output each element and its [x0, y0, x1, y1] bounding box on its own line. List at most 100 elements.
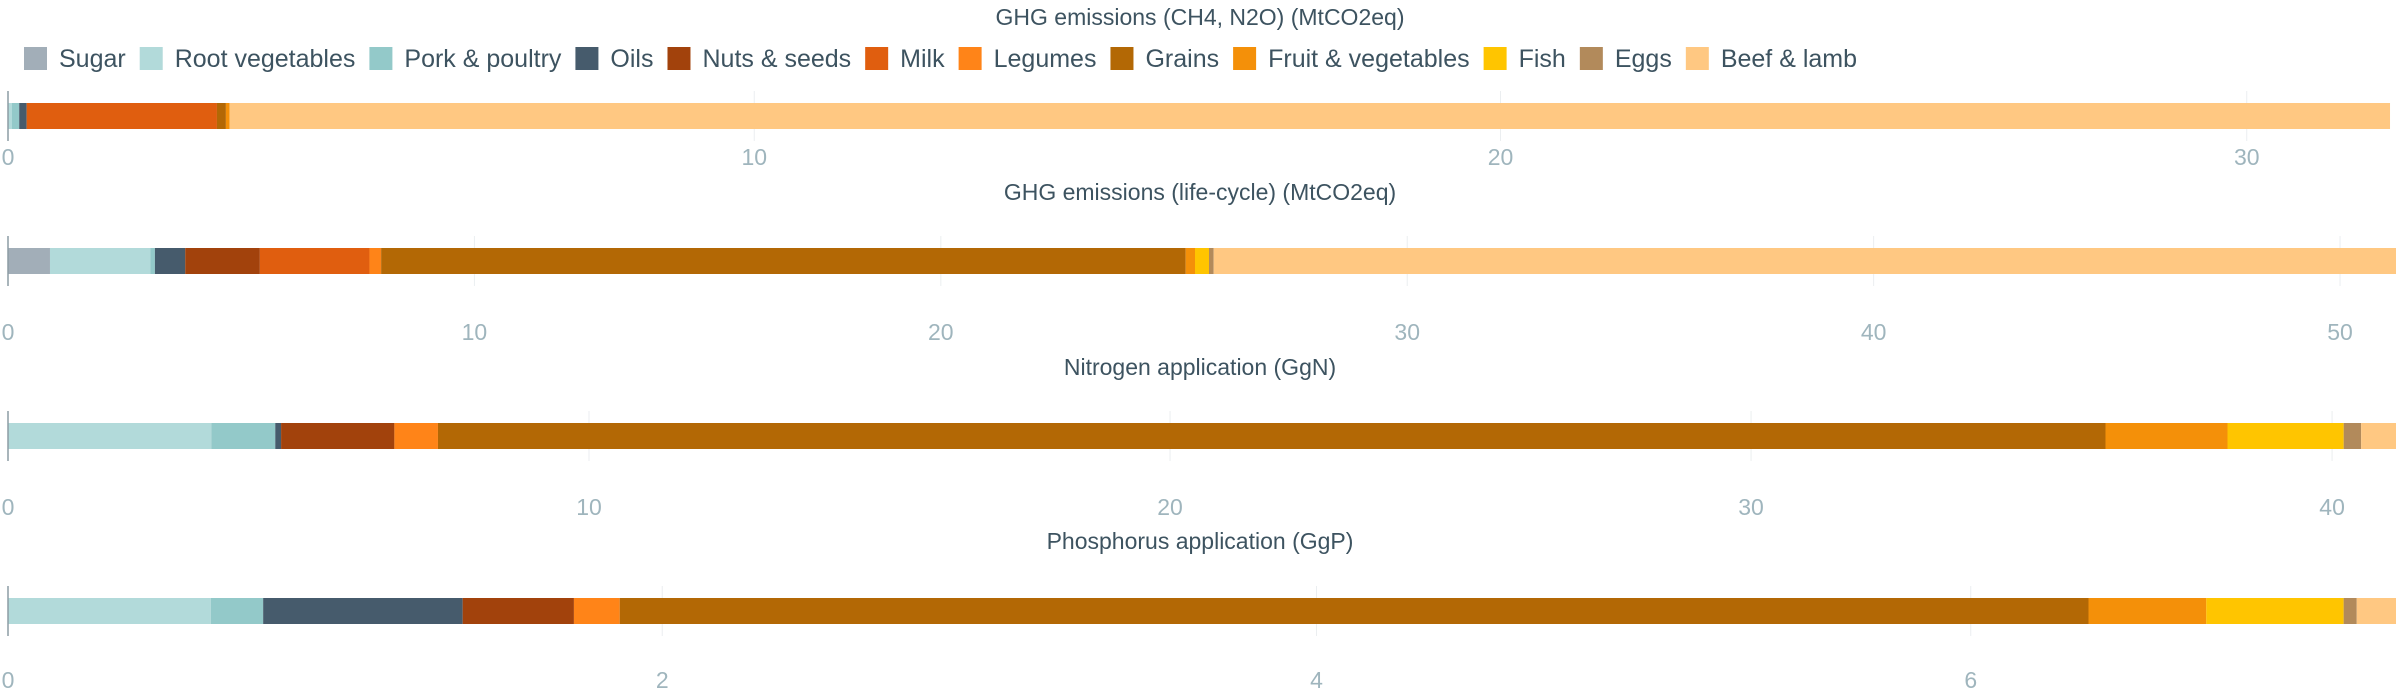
legend-label: Beef & lamb	[1721, 45, 1857, 73]
bar-segment-pork-and-poultry[interactable]	[210, 598, 264, 624]
legend-swatch	[1483, 47, 1507, 70]
bar-segment-fish[interactable]	[1195, 248, 1209, 274]
legend-swatch	[865, 47, 889, 70]
x-tick-label: 30	[1738, 494, 1764, 520]
bar-segment-nuts-and-seeds[interactable]	[462, 598, 574, 624]
bar-segment-fruit-and-vegetables[interactable]	[2088, 598, 2207, 624]
legend-item-sugar[interactable]: Sugar	[24, 45, 126, 73]
legend-swatch	[575, 47, 599, 70]
legend-label: Root vegetables	[175, 45, 356, 73]
bar-segment-eggs[interactable]	[2343, 598, 2357, 624]
legend-swatch	[1110, 47, 1134, 70]
legend-item-oils[interactable]: Oils	[575, 45, 653, 73]
chart-title: Nitrogen application (GgN)	[1064, 354, 1336, 380]
bar-segment-pork-and-poultry[interactable]	[150, 248, 155, 274]
legend-label: Legumes	[994, 45, 1097, 73]
bar-segment-root-vegetables[interactable]	[8, 598, 211, 624]
bar-segment-grains[interactable]	[619, 598, 2089, 624]
x-tick-label: 20	[1488, 144, 1514, 170]
x-tick-label: 20	[928, 319, 954, 345]
bar-segment-nuts-and-seeds[interactable]	[281, 423, 395, 449]
bar-segment-eggs[interactable]	[1208, 248, 1214, 274]
bar-segment-pork-and-poultry[interactable]	[11, 103, 20, 129]
legend: Sugar Root vegetables Pork & poultry Oils Nu…	[24, 45, 1857, 73]
chart-title: GHG emissions (CH4, N2O) (MtCO2eq)	[996, 4, 1405, 30]
bar-segment-oils[interactable]	[275, 423, 282, 449]
bar-segment-oils[interactable]	[263, 598, 463, 624]
bar-segment-fruit-and-vegetables[interactable]	[225, 103, 230, 129]
bar-segment-beef-and-lamb[interactable]	[1213, 248, 2396, 274]
chart-panel-1: GHG emissions (CH4, N2O) (MtCO2eq) 0 10 20 3…	[2, 4, 2391, 170]
legend-swatch	[369, 47, 393, 70]
chart-panel-2: GHG emissions (life-cycle) (MtCO2eq) 0 10 2…	[2, 179, 2396, 345]
bar-segment-root-vegetables[interactable]	[8, 423, 212, 449]
bar-segment-grains[interactable]	[437, 423, 2106, 449]
bar-segment-oils[interactable]	[19, 103, 27, 129]
bar-segment-sugar[interactable]	[8, 248, 50, 274]
x-tick-label: 10	[576, 494, 602, 520]
x-tick-label: 30	[1394, 319, 1420, 345]
x-tick-label: 40	[2319, 494, 2345, 520]
chart-panel-3: Nitrogen application (GgN) 0 10 20 30 40	[2, 354, 2396, 520]
x-tick-label: 2	[656, 667, 669, 693]
legend-label: Eggs	[1615, 45, 1672, 73]
bar-segment-fish[interactable]	[2227, 423, 2344, 449]
legend-swatch	[139, 47, 163, 70]
legend-swatch	[667, 47, 691, 70]
bar-segment-oils[interactable]	[154, 248, 186, 274]
legend-item-milk[interactable]: Milk	[865, 45, 945, 73]
bar-segment-grains[interactable]	[381, 248, 1186, 274]
bar-segment-fruit-and-vegetables[interactable]	[1185, 248, 1196, 274]
bar-segment-milk[interactable]	[259, 248, 370, 274]
chart-title: Phosphorus application (GgP)	[1047, 528, 1354, 554]
x-tick-label: 0	[2, 144, 15, 170]
bar-segment-legumes[interactable]	[394, 423, 438, 449]
legend-label: Nuts & seeds	[702, 45, 851, 73]
x-tick-label: 20	[1157, 494, 1183, 520]
bar-segment-legumes[interactable]	[369, 248, 382, 274]
bar-segment-beef-and-lamb[interactable]	[2356, 598, 2396, 624]
legend-item-fruit-and-vegetables[interactable]: Fruit & vegetables	[1233, 45, 1470, 73]
bar-segment-fruit-and-vegetables[interactable]	[2105, 423, 2228, 449]
legend-label: Fruit & vegetables	[1268, 45, 1470, 73]
bar-segment-pork-and-poultry[interactable]	[211, 423, 276, 449]
bar-segment-milk[interactable]	[26, 103, 217, 129]
x-tick-label: 4	[1310, 667, 1323, 693]
legend-label: Fish	[1519, 45, 1566, 73]
x-tick-label: 40	[1861, 319, 1887, 345]
chart-title: GHG emissions (life-cycle) (MtCO2eq)	[1004, 179, 1396, 205]
legend-item-eggs[interactable]: Eggs	[1579, 45, 1672, 73]
legend-label: Milk	[900, 45, 945, 73]
bar-segment-beef-and-lamb[interactable]	[229, 103, 2391, 129]
x-tick-label: 30	[2234, 144, 2260, 170]
x-tick-label: 6	[1964, 667, 1977, 693]
legend-swatch	[1579, 47, 1603, 70]
legend-item-nuts-and-seeds[interactable]: Nuts & seeds	[667, 45, 851, 73]
bar-segment-grains[interactable]	[216, 103, 226, 129]
bar-segment-root-vegetables[interactable]	[49, 248, 151, 274]
legend-swatch	[958, 47, 982, 70]
bar-segment-fish[interactable]	[2206, 598, 2344, 624]
bar-segment-root-vegetables[interactable]	[8, 103, 12, 129]
x-tick-label: 0	[2, 494, 15, 520]
legend-swatch	[24, 47, 47, 70]
bar-segment-nuts-and-seeds[interactable]	[185, 248, 260, 274]
legend-item-pork-and-poultry[interactable]: Pork & poultry	[369, 45, 562, 73]
chart-panel-4: Phosphorus application (GgP) 0 2 4 6	[2, 528, 2396, 693]
x-tick-label: 10	[741, 144, 767, 170]
chart-panels: GHG emissions (CH4, N2O) (MtCO2eq)0 10 20 3…	[2, 4, 2396, 693]
legend-label: Grains	[1145, 45, 1219, 73]
legend-swatch	[1685, 47, 1709, 70]
legend-item-grains[interactable]: Grains	[1110, 45, 1219, 73]
legend-item-fish[interactable]: Fish	[1483, 45, 1566, 73]
legend-item-root-vegetables[interactable]: Root vegetables	[139, 45, 356, 73]
legend-swatch	[1233, 47, 1257, 70]
legend-item-legumes[interactable]: Legumes	[958, 45, 1097, 73]
x-tick-label: 0	[2, 667, 15, 693]
x-tick-label: 10	[462, 319, 488, 345]
legend-item-beef-and-lamb[interactable]: Beef & lamb	[1685, 45, 1857, 73]
bar-segment-legumes[interactable]	[573, 598, 620, 624]
bar-segment-eggs[interactable]	[2343, 423, 2362, 449]
bar-segment-beef-and-lamb[interactable]	[2361, 423, 2396, 449]
